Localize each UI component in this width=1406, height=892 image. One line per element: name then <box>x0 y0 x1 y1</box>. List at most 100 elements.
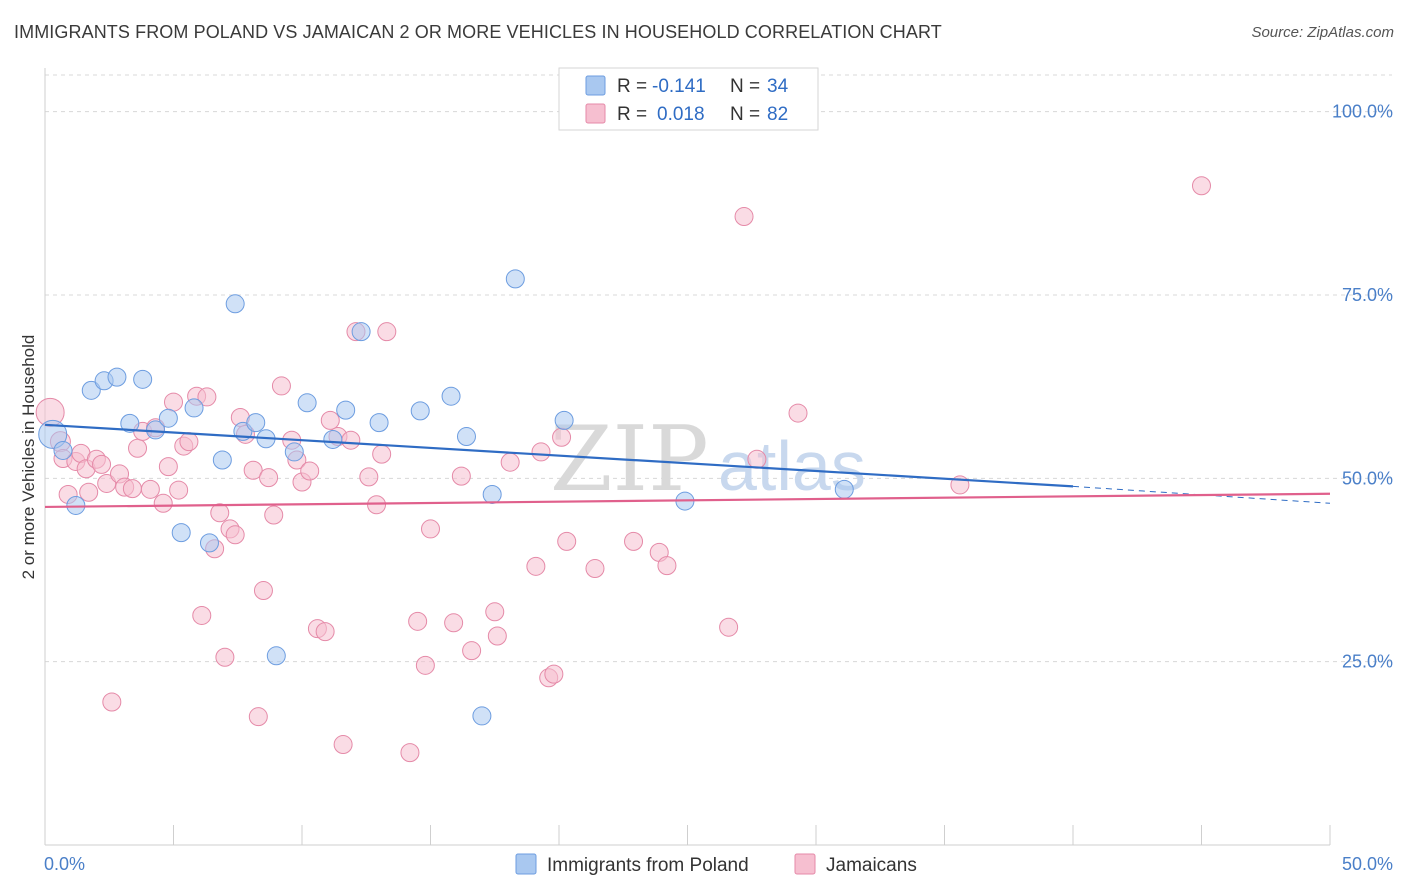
x-tick-label-end: 50.0% <box>1342 854 1393 874</box>
jamaicans-point-69 <box>544 664 564 684</box>
poland-point-30 <box>505 269 525 289</box>
jamaicans-point-53 <box>367 495 387 515</box>
jamaicans-point-44 <box>300 461 320 481</box>
jamaicans-point-67 <box>531 442 551 462</box>
chart-title: IMMIGRANTS FROM POLAND VS JAMAICAN 2 OR … <box>14 22 942 42</box>
jamaicans-point-35 <box>243 460 263 480</box>
legend-r-label-2: R = <box>617 104 647 125</box>
poland-point-9 <box>158 408 178 428</box>
poland-point-27 <box>456 427 476 447</box>
series-legend-swatch-jamaicans <box>794 853 816 875</box>
jamaicans-point-36 <box>248 707 268 727</box>
poland-point-0 <box>38 419 68 449</box>
poland-point-22 <box>336 400 356 420</box>
jamaicans-point-77 <box>734 207 754 227</box>
jamaicans-point-30 <box>215 647 235 667</box>
source-credit: Source: ZipAtlas.com <box>1251 24 1394 41</box>
jamaicans-point-9 <box>92 454 112 474</box>
jamaicans-point-71 <box>557 531 577 551</box>
y-tick-label-1: 50.0% <box>1342 468 1393 488</box>
poland-point-6 <box>120 413 140 433</box>
legend-n-value-2: 82 <box>767 104 788 125</box>
poland-point-24 <box>369 413 389 433</box>
poland-point-33 <box>834 479 854 499</box>
poland-point-18 <box>266 646 286 666</box>
y-tick-label-0: 25.0% <box>1342 652 1393 672</box>
jamaicans-point-14 <box>122 479 142 499</box>
jamaicans-point-72 <box>585 559 605 579</box>
legend-n-label-1: N = <box>730 76 760 97</box>
jamaicans-point-7 <box>79 482 99 502</box>
x-tick-label-start: 0.0% <box>44 854 85 874</box>
jamaicans-point-39 <box>264 505 284 525</box>
poland-point-16 <box>246 413 266 433</box>
jamaicans-point-17 <box>140 479 160 499</box>
jamaicans-point-47 <box>320 410 340 430</box>
y-axis-label: 2 or more Vehicles in Household <box>19 335 38 580</box>
jamaicans-point-64 <box>487 626 507 646</box>
y-tick-labels: 25.0% 50.0% 75.0% 100.0% <box>1332 102 1393 672</box>
x-tick-labels: 0.0% 50.0% <box>44 854 1393 874</box>
poland-point-7 <box>133 369 153 389</box>
poland-point-14 <box>225 294 245 314</box>
poland-point-10 <box>171 523 191 543</box>
jamaicans-point-11 <box>102 692 122 712</box>
jamaicans-point-15 <box>128 438 148 458</box>
jamaicans-point-57 <box>408 611 428 631</box>
jamaicans-point-78 <box>747 449 767 469</box>
jamaicans-point-55 <box>377 322 397 342</box>
poland-point-31 <box>554 410 574 430</box>
jamaicans-point-66 <box>526 556 546 576</box>
jamaicans-trend-line <box>44 492 1331 509</box>
legend-n-label-2: N = <box>730 104 760 125</box>
jamaicans-point-29 <box>210 503 230 523</box>
legend-swatch-jamaicans <box>585 103 606 124</box>
jamaicans-point-49 <box>333 735 353 755</box>
jamaicans-point-50 <box>341 430 361 450</box>
poland-point-5 <box>107 367 127 387</box>
series-legend-label-poland: Immigrants from Poland <box>547 855 749 876</box>
jamaicans-point-62 <box>462 641 482 661</box>
jamaicans-point-32 <box>225 525 245 545</box>
poland-point-23 <box>351 322 371 342</box>
jamaicans-point-20 <box>158 457 178 477</box>
legend-r-value-1: -0.141 <box>652 76 706 97</box>
jamaicans-point-58 <box>415 655 435 675</box>
series-legend-swatch-poland <box>515 853 537 875</box>
jamaicans-point-19 <box>153 493 173 513</box>
jamaicans-point-59 <box>421 519 440 539</box>
legend-swatch-poland <box>585 75 606 96</box>
jamaicans-point-60 <box>444 613 464 633</box>
poland-point-1 <box>53 440 73 460</box>
jamaicans-point-26 <box>192 605 212 625</box>
y-tick-label-3: 100.0% <box>1332 102 1393 122</box>
poland-point-26 <box>441 386 461 406</box>
jamaicans-point-21 <box>164 392 183 412</box>
jamaicans-point-70 <box>552 427 572 447</box>
jamaicans-point-75 <box>657 556 677 576</box>
jamaicans-point-81 <box>1192 176 1211 196</box>
jamaicans-point-54 <box>372 444 392 464</box>
poland-points <box>38 269 854 726</box>
jamaicans-point-46 <box>315 622 335 642</box>
legend-r-value-2: 0.018 <box>657 104 705 125</box>
stats-legend: R = -0.141 N = 34 R = 0.018 N = 82 <box>558 67 819 131</box>
poland-point-12 <box>199 533 219 553</box>
jamaicans-point-38 <box>259 468 279 488</box>
watermark: ZIP atlas <box>550 407 866 512</box>
poland-point-20 <box>297 393 317 413</box>
poland-point-29 <box>472 706 492 726</box>
poland-point-25 <box>410 401 430 421</box>
legend-n-value-1: 34 <box>767 76 789 97</box>
poland-point-28 <box>482 484 502 504</box>
jamaicans-point-79 <box>788 403 808 423</box>
axes <box>44 68 1331 846</box>
poland-point-19 <box>284 442 304 462</box>
legend-r-label-1: R = <box>617 76 647 97</box>
jamaicans-point-63 <box>485 602 505 622</box>
jamaicans-point-65 <box>500 452 520 472</box>
trend-lines <box>44 423 1331 509</box>
y-tick-label-2: 75.0% <box>1342 285 1393 305</box>
jamaicans-point-22 <box>169 480 189 500</box>
